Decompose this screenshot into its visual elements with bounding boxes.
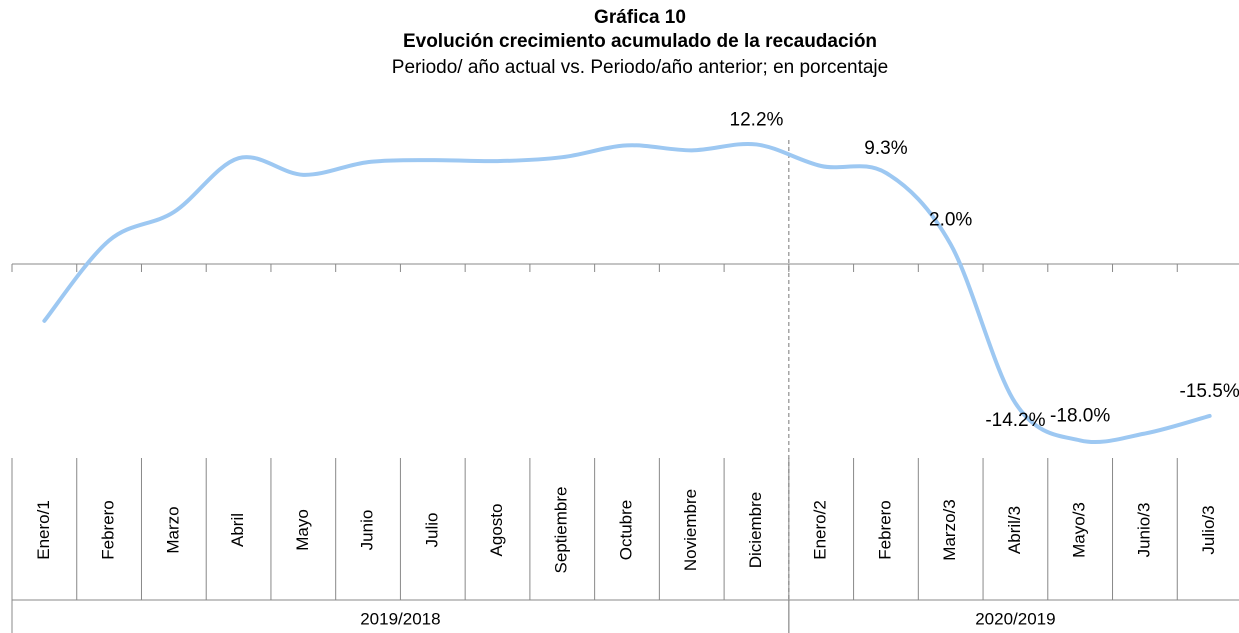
data-label: -14.2% — [985, 410, 1045, 431]
x-tick-label: Marzo — [163, 506, 182, 553]
x-tick-label: Abril — [228, 513, 247, 547]
x-tick-label: Febrero — [875, 500, 894, 560]
group-label: 2019/2018 — [360, 609, 440, 628]
data-label: -18.0% — [1050, 405, 1110, 426]
x-tick-label: Febrero — [99, 500, 118, 560]
x-tick-label: Julio/3 — [1199, 505, 1218, 554]
data-label: 12.2% — [730, 109, 784, 130]
x-tick-label: Enero/1 — [34, 500, 53, 560]
x-tick-label: Noviembre — [681, 489, 700, 571]
x-tick-label: Enero/2 — [811, 500, 830, 560]
x-tick-label: Mayo — [293, 509, 312, 551]
x-tick-label: Mayo/3 — [1070, 502, 1089, 558]
data-label: -15.5% — [1180, 381, 1239, 402]
group-label: 2020/2019 — [975, 609, 1055, 628]
x-tick-label: Junio — [358, 510, 377, 551]
chart-title: Gráfica 10 — [594, 7, 686, 28]
x-tick-label: Septiembre — [552, 487, 571, 574]
x-tick-label: Junio/3 — [1134, 503, 1153, 558]
data-label: 9.3% — [864, 138, 907, 159]
chart-subtitle: Periodo/ año actual vs. Periodo/año ante… — [392, 57, 888, 78]
x-tick-label: Diciembre — [746, 492, 765, 569]
chart-subtitle: Evolución crecimiento acumulado de la re… — [403, 31, 877, 52]
x-tick-label: Octubre — [616, 500, 635, 560]
x-tick-label: Marzo/3 — [940, 499, 959, 560]
x-tick-label: Julio — [422, 513, 441, 548]
x-tick-label: Abril/3 — [1005, 506, 1024, 554]
data-line — [42, 141, 1212, 445]
x-tick-label: Agosto — [487, 504, 506, 557]
data-label: 2.0% — [929, 209, 972, 230]
